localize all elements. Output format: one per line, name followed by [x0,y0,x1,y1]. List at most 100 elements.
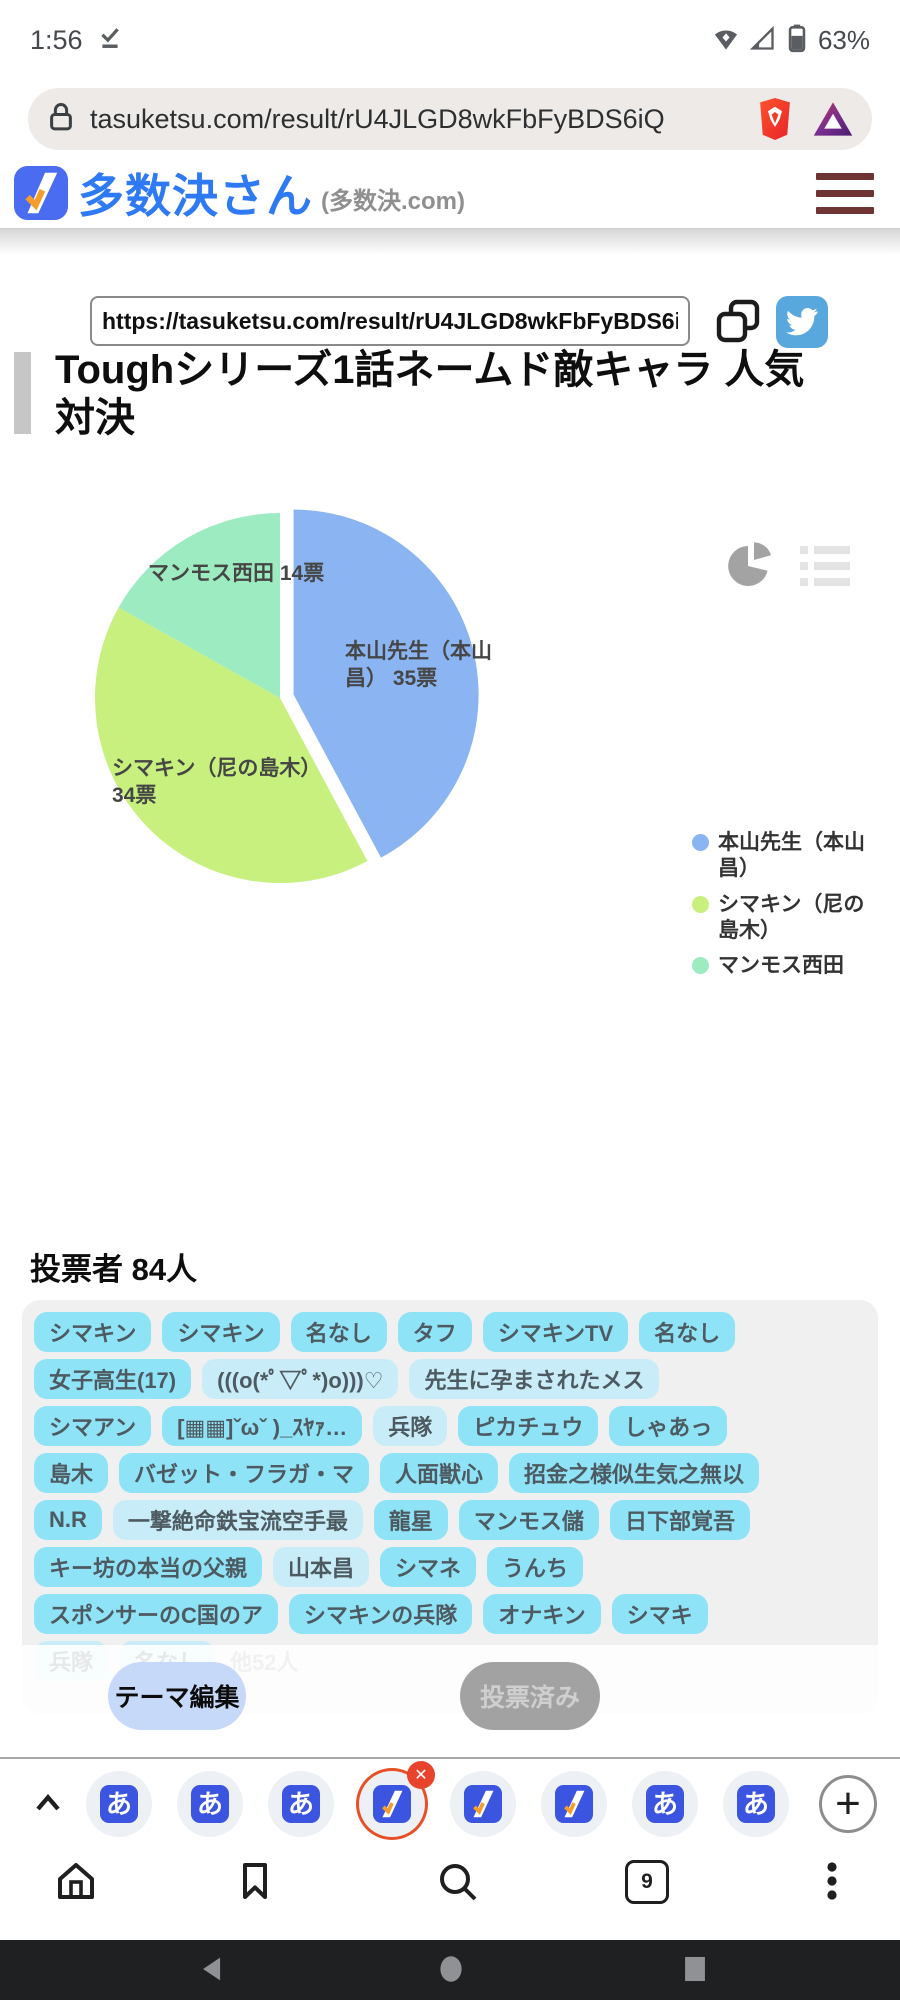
home-icon[interactable] [52,1857,100,1905]
browser-tab[interactable] [541,1771,607,1837]
slice-label-line: 34票 [112,784,157,808]
voter-chip: シマキン [34,1312,152,1352]
browser-tab[interactable]: あ [177,1771,243,1837]
tab-list: あ あ あ ✕ あ あ [86,1761,789,1837]
voter-chip: 一撃絶命鉄宝流空手最 [112,1500,363,1540]
browser-tab-active[interactable]: ✕ [359,1761,435,1837]
battery-icon [784,23,810,58]
voter-chip: しゃあっ [609,1406,728,1446]
voter-chip: ピカチュウ [458,1406,599,1446]
voter-chip: (((o(*ﾟ▽ﾟ*)o)))♡ [202,1359,399,1399]
android-recents-icon[interactable] [678,1952,712,1991]
tasuketsu-favicon [555,1785,593,1823]
pie-view-toggle-icon[interactable] [726,540,774,588]
voter-chip: シマアン [34,1406,152,1446]
title-accent-bar [14,352,31,434]
tab-strip: あ あ あ ✕ あ あ + [0,1761,900,1841]
slice-label-shimakin: シマキン（尼の島木） 34票 [112,755,362,810]
chart-legend: 本山先生（本山 昌） シマキン（尼の 島木） マンモス西田 [692,830,892,988]
site-title[interactable]: 多数決さん [78,170,313,222]
slice-label-line: 本山先生（本山 [345,640,492,663]
slice-label-line: 昌） 35票 [345,667,438,691]
pie-slice[interactable] [95,607,368,883]
close-tab-icon[interactable]: ✕ [407,1761,435,1789]
legend-dot [692,895,709,913]
voter-chip: スポンサーのC国のア [34,1594,278,1634]
browser-bottom-bar: あ あ あ ✕ あ あ + 9 [0,1757,900,1942]
voter-chip: バゼット・フラガ・マ [119,1453,370,1493]
address-bar[interactable]: tasuketsu.com/result/rU4JLGD8wkFbFyBDS6i… [28,88,872,150]
share-url-input[interactable] [90,296,690,346]
voted-button[interactable]: 投票済み [460,1662,600,1730]
voter-chip: うんち [487,1547,584,1587]
clock: 1:56 [30,24,83,55]
kana-site-favicon: あ [646,1785,684,1823]
site-header: 多数決さん (多数決.com) [0,158,900,228]
tab-count-button[interactable]: 9 [623,1857,671,1905]
voter-chip: [▦▦]ˇωˇ )_ｽﾔｧ… [162,1406,363,1446]
voter-chip: シマキン [162,1312,280,1352]
brave-rewards-bat-icon[interactable] [812,99,854,139]
kana-site-favicon: あ [282,1785,320,1823]
voter-chip: N.R [34,1500,102,1540]
header-shadow [0,229,900,255]
collapse-tab-strip-icon[interactable] [28,1784,68,1824]
voter-chip: 女子高生(17) [34,1359,192,1399]
bookmark-icon[interactable] [231,1857,279,1905]
voter-chip-row: スポンサーのC国のア シマキンの兵隊 オナキン シマキ [34,1594,866,1634]
browser-tab[interactable]: あ [268,1771,334,1837]
status-bar: 1:56 63% [0,0,900,80]
cell-signal-icon [748,24,776,57]
legend-label: 本山先生（本山 昌） [718,831,865,881]
voter-chip: 名なし [639,1312,736,1352]
sticky-action-bar: テーマ編集 投票済み [0,1645,900,1757]
voter-chip-row: シマアン [▦▦]ˇωˇ )_ｽﾔｧ… 兵隊 ピカチュウ しゃあっ [34,1406,866,1446]
tasuketsu-logo[interactable] [14,166,68,220]
wifi-vpn-icon [712,24,740,57]
menu-hamburger-icon[interactable] [816,172,874,214]
voter-chip: 兵隊 [373,1406,448,1446]
kana-site-favicon: あ [100,1785,138,1823]
voters-heading: 投票者 84人 [30,1252,198,1287]
android-nav-bar [0,1940,900,2000]
browser-tab[interactable]: あ [86,1771,152,1837]
search-icon[interactable] [433,1857,481,1905]
voter-chip: 名なし [290,1312,387,1352]
legend-entry: シマキン（尼の 島木） [692,892,892,945]
brave-shields-icon[interactable] [754,96,796,142]
pie-chart-svg [95,509,479,883]
voter-chip: シマネ [380,1547,477,1587]
tasuketsu-favicon [373,1785,411,1823]
header-divider [0,228,900,229]
voter-chip: オナキン [483,1594,601,1634]
slice-label-line: シマキン（尼の島木） [112,757,322,780]
legend-dot [692,957,709,974]
voter-chip: タフ [397,1312,472,1352]
legend-entry: 本山先生（本山 昌） [692,830,892,883]
theme-edit-button[interactable]: テーマ編集 [108,1662,246,1730]
voter-chip: 日下部覚吾 [609,1500,750,1540]
copy-url-button[interactable] [714,297,762,345]
new-tab-button[interactable]: + [819,1775,877,1833]
voter-chip-row: キー坊の本当の父親 山本昌 シマネ うんち [34,1547,866,1587]
browser-nav-row: 9 [0,1843,900,1933]
url-text: tasuketsu.com/result/rU4JLGD8wkFbFyBDS6i… [90,103,665,134]
pie-slice[interactable] [118,513,280,698]
android-home-icon[interactable] [434,1952,468,1991]
tab-count: 9 [625,1860,669,1904]
kana-site-favicon: あ [737,1785,775,1823]
android-back-icon[interactable] [196,1952,230,1991]
browser-tab[interactable]: あ [723,1771,789,1837]
slice-label-motoyama: 本山先生（本山 昌） 35票 [345,638,515,693]
voter-chip: キー坊の本当の父親 [34,1547,263,1587]
list-view-toggle-icon[interactable] [798,544,852,588]
download-done-icon [97,25,123,56]
browser-tab[interactable]: あ [632,1771,698,1837]
twitter-share-button[interactable] [776,296,828,348]
pie-slice[interactable] [293,509,479,858]
kana-site-favicon: あ [191,1785,229,1823]
browser-tab[interactable] [450,1771,516,1837]
poll-title: Toughシリーズ1話ネームド敵キャラ 人気対決 [55,348,805,440]
legend-label: シマキン（尼の 島木） [718,892,865,942]
kebab-menu-icon[interactable] [808,1857,856,1905]
